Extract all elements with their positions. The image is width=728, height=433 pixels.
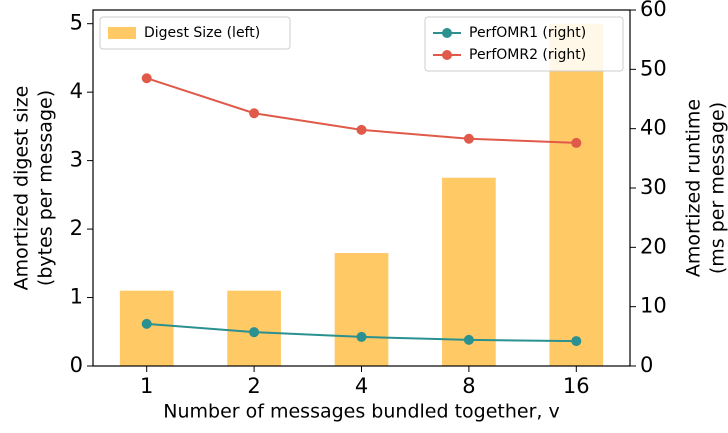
point	[141, 318, 152, 329]
legend-marker	[442, 28, 452, 38]
legend-box	[99, 16, 291, 50]
x-tick-label: 2	[247, 374, 260, 398]
point	[141, 73, 152, 84]
point	[463, 334, 474, 345]
point	[249, 327, 260, 338]
y-tick-label: 5	[70, 11, 83, 35]
y-axis-label: (bytes per message)	[35, 90, 57, 286]
y2-tick-label: 60	[640, 0, 667, 21]
x-tick-label: 4	[355, 374, 368, 398]
y2-tick-label: 40	[640, 116, 667, 140]
bar	[334, 253, 389, 366]
point	[356, 124, 367, 135]
y-tick-label: 2	[70, 216, 83, 240]
point	[571, 137, 582, 148]
x-tick-label: 16	[563, 374, 590, 398]
legend: Digest Size (left)	[99, 16, 291, 50]
y2-tick-label: 0	[640, 353, 653, 377]
y2-tick-label: 50	[640, 56, 667, 80]
legend-box	[424, 16, 624, 72]
legend: PerfOMR1 (right) PerfOMR2 (right)	[424, 16, 624, 72]
legend-marker	[442, 50, 452, 60]
y2-tick-label: 10	[640, 294, 667, 318]
point	[571, 336, 582, 347]
legend-label: PerfOMR1 (right)	[469, 25, 586, 41]
point	[356, 331, 367, 342]
y-tick-label: 1	[70, 285, 83, 309]
legend-label: Digest Size (left)	[144, 25, 260, 41]
y-axis-label: Amortized digest size	[11, 86, 33, 291]
y2-tick-label: 30	[640, 175, 667, 199]
y-tick-label: 4	[70, 79, 83, 103]
y2-axis-label: Amortized runtime	[683, 99, 705, 277]
y-tick-label: 3	[70, 148, 83, 172]
legend-swatch	[108, 27, 136, 39]
point	[249, 108, 260, 119]
bar	[549, 23, 604, 366]
x-tick-label: 1	[140, 374, 153, 398]
point	[463, 133, 474, 144]
legend-label: PerfOMR2 (right)	[469, 47, 586, 63]
x-axis-label: Number of messages bundled together, v	[163, 401, 559, 423]
y2-axis-label: (ms per message)	[707, 102, 728, 274]
y2-tick-label: 20	[640, 234, 667, 258]
x-tick-label: 8	[462, 374, 475, 398]
y-tick-label: 0	[70, 353, 83, 377]
bar	[442, 177, 496, 366]
